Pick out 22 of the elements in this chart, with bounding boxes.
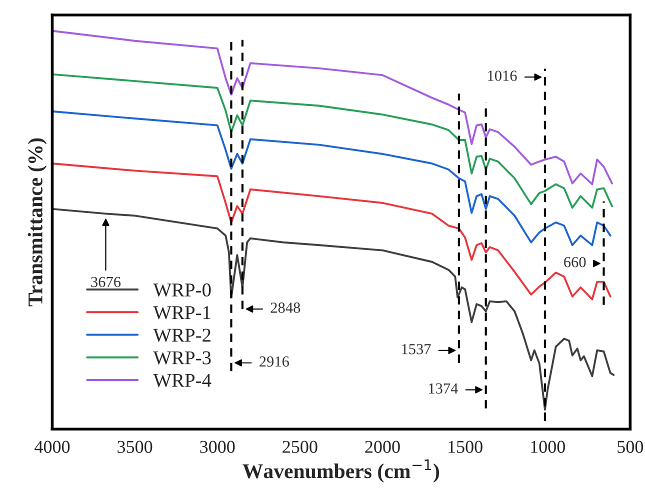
ref-line-label: 660 bbox=[564, 256, 586, 268]
x-axis-title: Wavenumbers (cm$^{−1}$) bbox=[242, 459, 440, 482]
annotation: 3676 bbox=[91, 276, 121, 288]
y-axis-title: Transmittance (%) bbox=[28, 138, 47, 306]
legend-label: WRP-4 bbox=[153, 374, 212, 388]
ref-line-label: 1016 bbox=[488, 70, 517, 81]
x-tick-label: 3500 bbox=[118, 440, 152, 453]
ref-line-label: 2916 bbox=[260, 356, 289, 367]
legend-label: WRP-0 bbox=[153, 283, 211, 297]
x-tick-label: 1000 bbox=[531, 440, 565, 453]
ref-line-label: 1374 bbox=[428, 383, 458, 394]
x-tick-label: 2000 bbox=[365, 440, 400, 453]
legend-label: WRP-2 bbox=[153, 328, 210, 342]
legend-label: WRP-3 bbox=[153, 351, 211, 364]
x-tick-label: 3000 bbox=[200, 440, 235, 453]
x-tick-label: 500 bbox=[618, 440, 644, 453]
ref-line-label: 1537 bbox=[402, 344, 431, 354]
x-tick-label: 1500 bbox=[448, 440, 482, 453]
x-tick-label: 2500 bbox=[282, 440, 318, 453]
x-tick-label: 4000 bbox=[34, 440, 70, 453]
ref-line-label: 2848 bbox=[270, 302, 300, 313]
legend-label: WRP-1 bbox=[153, 306, 210, 320]
